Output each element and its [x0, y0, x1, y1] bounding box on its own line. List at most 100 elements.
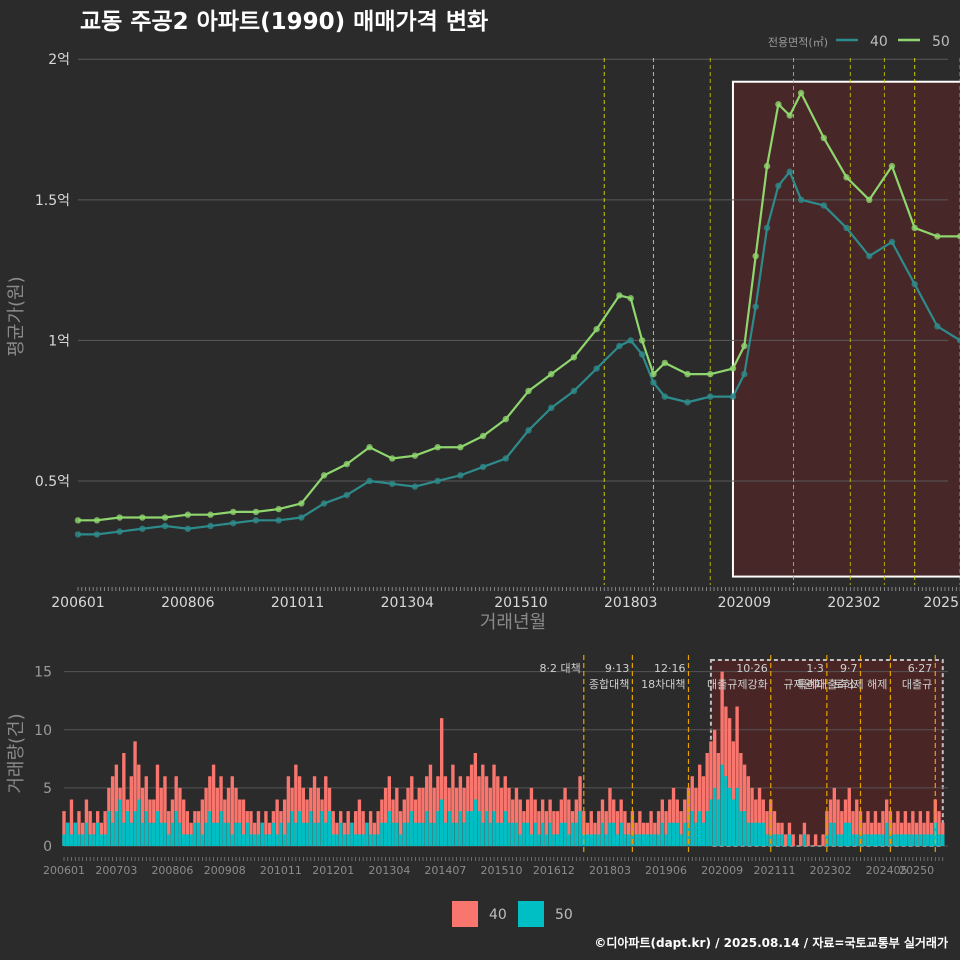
volume-bar-40: [656, 811, 661, 846]
volume-bar-40: [671, 787, 676, 846]
data-point-40: [934, 323, 941, 330]
policy-annotation: 대출규제강화: [707, 678, 768, 691]
volume-bar-40: [735, 706, 739, 846]
volume-bar-50: [286, 822, 291, 846]
data-point-40: [298, 514, 305, 521]
volume-bar-40: [211, 764, 216, 846]
data-point-50: [116, 514, 123, 521]
volume-bar-50: [675, 822, 679, 846]
data-point-50: [139, 514, 146, 521]
volume-bar-50: [866, 834, 870, 846]
data-point-50: [650, 370, 657, 378]
x-tick-label: 201510: [494, 595, 547, 611]
highlight-period: [731, 80, 960, 578]
policy-annotation: 8·2 대책: [540, 662, 581, 675]
data-point-50: [911, 224, 918, 232]
volume-bar-40: [395, 787, 399, 846]
data-point-40: [752, 303, 759, 310]
volume-bar-40: [226, 787, 231, 846]
volume-bar-40: [772, 811, 777, 846]
volume-bar-50: [413, 822, 418, 846]
volume-bar-50: [623, 834, 627, 846]
volume-bar-50: [907, 834, 911, 846]
volume-bar-50: [772, 834, 777, 846]
volume-bar-40: [204, 787, 208, 846]
volume-bar-50: [750, 822, 754, 846]
series-line-40: [78, 170, 960, 536]
volume-bar-50: [361, 834, 365, 846]
volume-bar-40: [264, 811, 268, 846]
data-point-40: [741, 370, 748, 378]
volume-bar-50: [245, 822, 249, 846]
volume-bar-50: [66, 822, 70, 846]
policy-annotation: 12·16: [654, 662, 686, 675]
data-point-50: [707, 370, 714, 378]
data-point-40: [525, 427, 532, 434]
volume-bar-40: [888, 811, 893, 846]
volume-bar-40: [406, 787, 410, 846]
data-point-40: [343, 491, 350, 499]
policy-annotation: 특례대출축소: [797, 678, 858, 691]
volume-bar-50: [256, 834, 261, 846]
volume-bar-50: [144, 811, 148, 846]
volume-bar-50: [585, 834, 590, 846]
policy-annotation: 대출규: [902, 678, 932, 691]
volume-bar-50: [443, 822, 448, 846]
volume-bar-40: [368, 811, 373, 846]
volume-bar-50: [324, 822, 328, 846]
volume-bar-50: [593, 834, 597, 846]
volume-bar-50: [649, 834, 653, 846]
volume-bar-40: [563, 787, 567, 846]
volume-bar-40: [582, 811, 586, 846]
volume-bar-40: [215, 787, 219, 846]
volume-bar-40: [537, 811, 541, 846]
volume-bar-50: [608, 822, 612, 846]
x-tick-label: 200601: [51, 595, 104, 611]
volume-bar-50: [716, 799, 721, 846]
volume-bar-50: [294, 822, 298, 846]
volume-bar-40: [357, 799, 362, 846]
data-point-50: [956, 233, 960, 240]
volume-y-tick: 15: [34, 665, 52, 681]
data-point-40: [616, 342, 623, 350]
volume-bar-50: [496, 822, 500, 846]
volume-bar-50: [679, 834, 683, 846]
volume-x-tick-label: 201304: [368, 864, 410, 877]
volume-bar-40: [555, 811, 560, 846]
policy-annotation: 종합대책: [589, 678, 629, 691]
data-point-40: [684, 399, 691, 406]
volume-bar-50: [787, 834, 792, 846]
volume-bar-40: [62, 811, 66, 846]
volume-bar-50: [335, 834, 339, 846]
volume-bar-50: [589, 834, 593, 846]
data-point-50: [786, 112, 793, 119]
volume-bar-50: [511, 822, 515, 846]
policy-annotation: 규제완화: [783, 678, 823, 691]
volume-bar-50: [88, 834, 92, 846]
volume-bar-50: [249, 834, 253, 846]
volume-bar-50: [765, 834, 769, 846]
volume-bar-50: [95, 822, 100, 846]
volume-bar-40: [840, 811, 844, 846]
data-point-40: [184, 525, 191, 532]
volume-bar-50: [559, 822, 564, 846]
volume-bar-40: [514, 787, 519, 846]
volume-bar-50: [694, 822, 698, 846]
volume-legend-key-40: [452, 901, 478, 927]
volume-bar-50: [200, 834, 205, 846]
volume-bar-50: [406, 822, 410, 846]
y-tick-label: 0.5억: [35, 474, 70, 490]
data-point-40: [729, 393, 737, 400]
volume-bar-50: [417, 822, 421, 846]
volume-bar-50: [215, 822, 219, 846]
volume-bar-50: [110, 822, 115, 846]
data-point-40: [320, 500, 328, 507]
volume-bar-50: [428, 822, 433, 846]
volume-x-tick-label: 202111: [753, 864, 795, 877]
volume-bar-50: [140, 822, 145, 846]
volume-bar-40: [623, 811, 627, 846]
volume-bar-40: [836, 799, 840, 846]
volume-bar-50: [683, 822, 687, 846]
volume-bar-50: [81, 834, 85, 846]
